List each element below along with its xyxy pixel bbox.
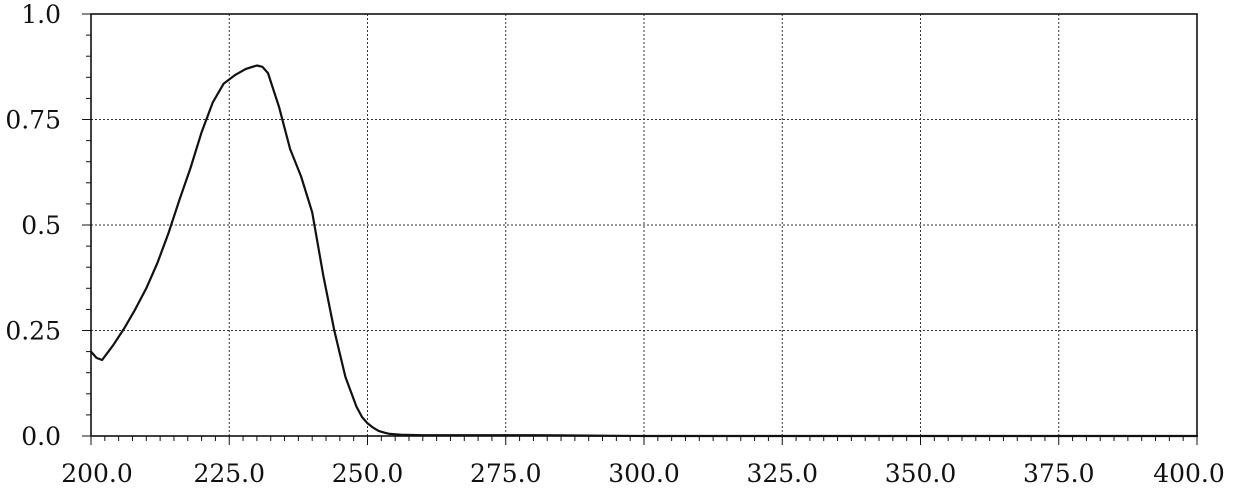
y-tick-label: 0.75: [5, 106, 61, 135]
axis-ticks: [82, 13, 1198, 445]
x-tick-label: 225.0: [193, 459, 265, 488]
x-axis-tick-labels: 200.0 225.0 250.0 275.0 300.0 325.0 350.0 375.0…: [61, 459, 1225, 488]
x-tick-label: 350.0: [885, 459, 957, 488]
y-tick-label: 0.0: [21, 422, 61, 451]
x-tick-label: 400.0: [1153, 459, 1225, 488]
x-tick-label: 275.0: [470, 459, 542, 488]
series-layer: [89, 64, 1199, 438]
y-tick-label: 1.0: [21, 0, 61, 29]
y-tick-label: 0.5: [21, 211, 61, 240]
x-tick-label: 300.0: [608, 459, 680, 488]
x-tick-label: 250.0: [332, 459, 404, 488]
y-axis-tick-labels: 0.0 0.25 0.5 0.75 1.0: [5, 0, 61, 451]
x-tick-label: 325.0: [746, 459, 818, 488]
y-tick-label: 0.25: [5, 317, 61, 346]
absorbance-series-line: [89, 64, 1199, 438]
x-tick-label: 375.0: [1023, 459, 1095, 488]
grid-lines: [91, 14, 1197, 436]
x-tick-label: 200.0: [61, 459, 133, 488]
